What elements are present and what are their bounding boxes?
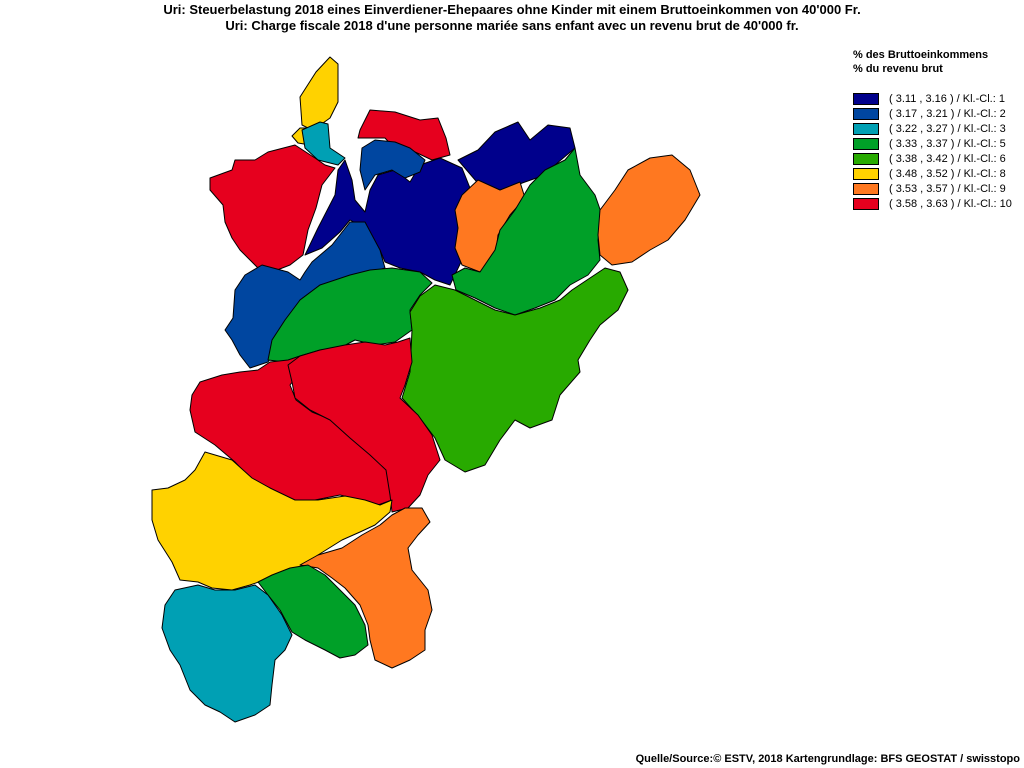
region-southwest-cyan[interactable] [161, 584, 293, 723]
region-northwest[interactable] [209, 144, 336, 273]
legend-label: ( 3.22 , 3.27 ) / Kl.-Cl.: 3 [889, 122, 1006, 135]
legend-label: ( 3.33 , 3.37 ) / Kl.-Cl.: 5 [889, 137, 1006, 150]
legend-item-3: ( 3.22 , 3.27 ) / Kl.-Cl.: 3 [853, 121, 1012, 136]
region-west-blue[interactable] [224, 221, 386, 369]
legend-swatch [853, 182, 879, 195]
region-east-orange[interactable] [597, 154, 701, 266]
legend-swatch [853, 167, 879, 180]
legend-item-6: ( 3.48 , 3.52 ) / Kl.-Cl.: 8 [853, 166, 1012, 181]
map-title-german: Uri: Steuerbelastung 2018 eines Einverdi… [163, 2, 861, 17]
map-title-french: Uri: Charge fiscale 2018 d'une personne … [225, 18, 799, 33]
legend-item-5: ( 3.38 , 3.42 ) / Kl.-Cl.: 6 [853, 151, 1012, 166]
legend-swatch [853, 107, 879, 120]
source-credit: Quelle/Source:© ESTV, 2018 Kartengrundla… [635, 753, 1020, 765]
legend-item-4: ( 3.33 , 3.37 ) / Kl.-Cl.: 5 [853, 136, 1012, 151]
legend-item-2: ( 3.17 , 3.21 ) / Kl.-Cl.: 2 [853, 106, 1012, 121]
region-east-large-green[interactable] [401, 267, 629, 473]
legend-label: ( 3.11 , 3.16 ) / Kl.-Cl.: 1 [889, 92, 1005, 105]
region-central-red-east[interactable] [287, 337, 441, 513]
region-north-blue[interactable] [359, 139, 426, 191]
legend-item-1: ( 3.11 , 3.16 ) / Kl.-Cl.: 1 [853, 91, 1012, 106]
region-northeast-green[interactable] [451, 147, 603, 316]
region-north-small[interactable] [301, 121, 346, 166]
legend-heading-french: % du revenu brut [853, 63, 943, 75]
legend-item-7: ( 3.53 , 3.57 ) / Kl.-Cl.: 9 [853, 181, 1012, 196]
region-north-strip[interactable] [357, 109, 451, 161]
map-legend: % des Bruttoeinkommens % du revenu brut … [853, 48, 1012, 211]
legend-item-8: ( 3.58 , 3.63 ) / Kl.-Cl.: 10 [853, 196, 1012, 211]
legend-swatch [853, 92, 879, 105]
legend-swatch [853, 122, 879, 135]
region-southwest-yellow[interactable] [151, 451, 393, 591]
legend-heading-german: % des Bruttoeinkommens [853, 49, 989, 61]
legend-label: ( 3.53 , 3.57 ) / Kl.-Cl.: 9 [889, 182, 1006, 195]
legend-label: ( 3.58 , 3.63 ) / Kl.-Cl.: 10 [889, 197, 1012, 210]
legend-swatch [853, 152, 879, 165]
region-south-orange[interactable] [299, 507, 433, 669]
legend-label: ( 3.17 , 3.21 ) / Kl.-Cl.: 2 [889, 107, 1006, 120]
legend-label: ( 3.38 , 3.42 ) / Kl.-Cl.: 6 [889, 152, 1006, 165]
legend-swatch [853, 197, 879, 210]
legend-swatch [853, 137, 879, 150]
region-south-green[interactable] [257, 564, 369, 659]
legend-items: ( 3.11 , 3.16 ) / Kl.-Cl.: 1 ( 3.17 , 3.2… [853, 91, 1012, 211]
legend-label: ( 3.48 , 3.52 ) / Kl.-Cl.: 8 [889, 167, 1006, 180]
